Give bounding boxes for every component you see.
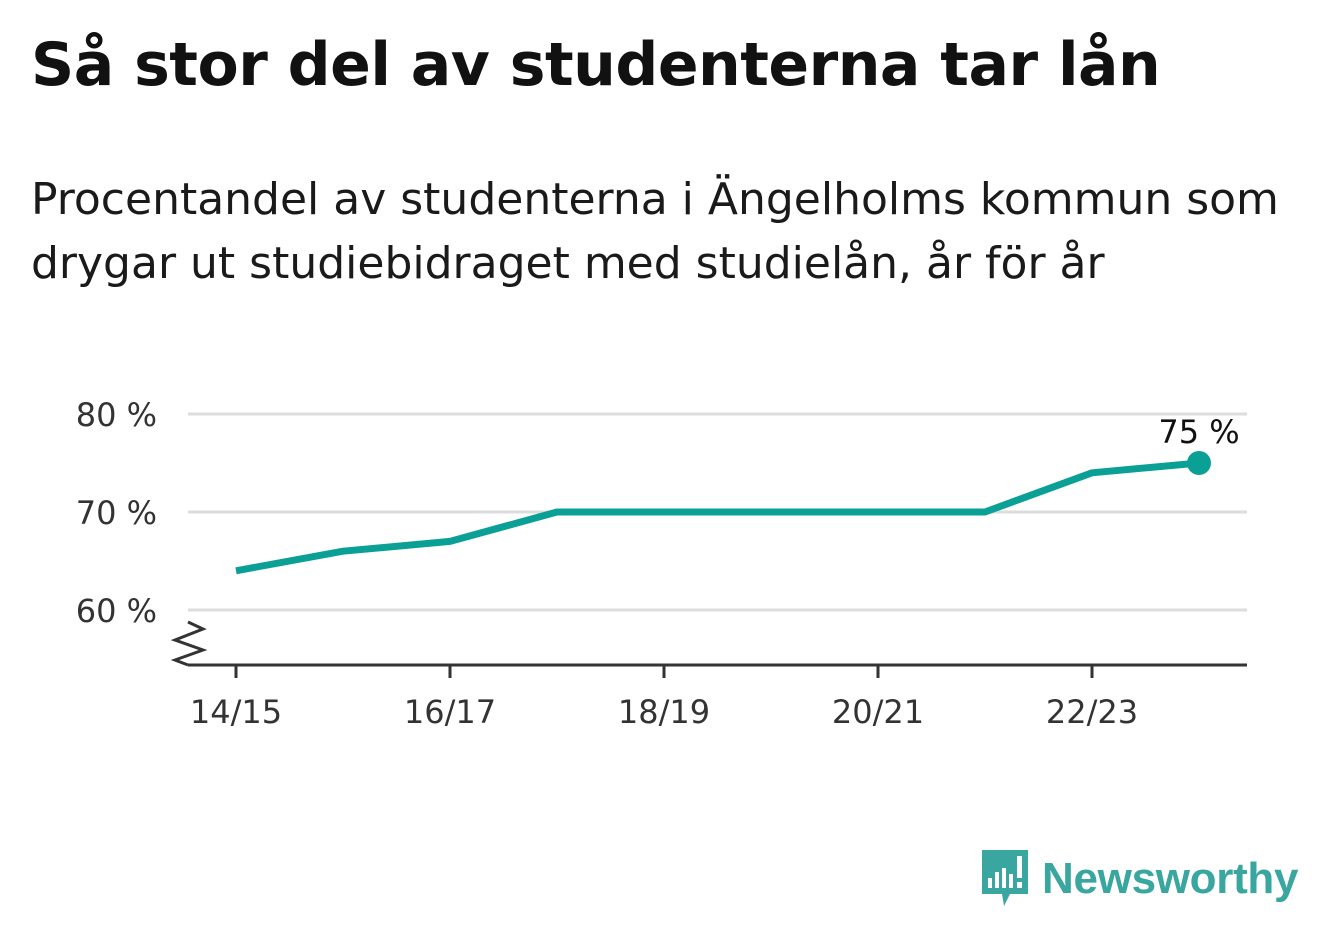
end-point-marker <box>1187 451 1211 475</box>
x-tick-label-22/23: 22/23 <box>1046 693 1138 731</box>
y-axis-labels: 60 % 70 % 80 % <box>76 396 157 630</box>
newsworthy-logo-icon <box>982 850 1028 906</box>
chart-title: Så stor del av studenterna tar lån <box>31 30 1161 100</box>
y-tick-label-60: 60 % <box>76 592 157 630</box>
x-tick-label-14/15: 14/15 <box>190 693 282 731</box>
y-tick-label-70: 70 % <box>76 494 157 532</box>
end-value-label: 75 % <box>1158 413 1239 451</box>
x-tick-label-20/21: 20/21 <box>832 693 924 731</box>
logo-text: Newsworthy <box>1042 854 1299 903</box>
y-tick-label-80: 80 % <box>76 396 157 434</box>
x-tick-label-18/19: 18/19 <box>618 693 710 731</box>
axis-break-icon <box>170 620 208 667</box>
x-tick-label-16/17: 16/17 <box>404 693 496 731</box>
x-axis-labels: 14/15 16/17 18/19 20/21 22/23 <box>190 693 1138 731</box>
newsworthy-logo: Newsworthy <box>980 848 1298 910</box>
series-line-0 <box>235 459 1200 575</box>
series-layer: 75 % <box>235 413 1240 575</box>
x-axis <box>170 620 1247 678</box>
chart-subtitle: Procentandel av studenterna i Ängelholms… <box>31 174 1279 289</box>
